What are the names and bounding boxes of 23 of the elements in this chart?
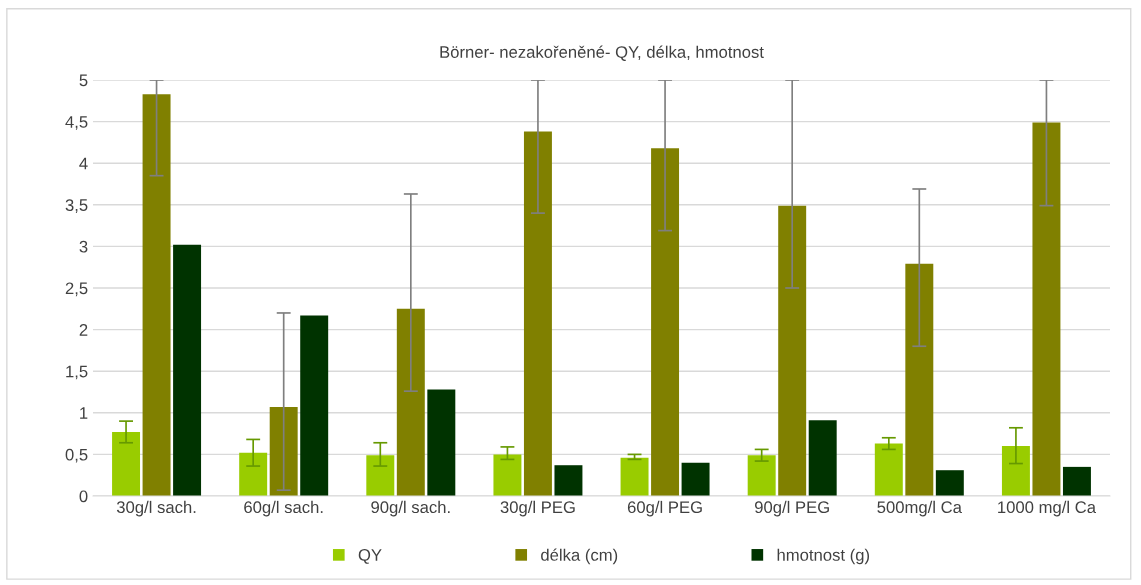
x-tick-label: 30g/l PEG bbox=[500, 500, 575, 517]
legend-label: QY bbox=[358, 549, 382, 564]
chart-title: Börner- nezakořeněné- QY, délka, hmotnost bbox=[440, 45, 764, 61]
y-tick-label: 2 bbox=[79, 324, 88, 336]
y-tick-label: 3 bbox=[79, 240, 88, 253]
y-tick-label: 4 bbox=[79, 157, 88, 170]
y-tick-label: 0,5 bbox=[65, 448, 88, 463]
x-tick-label: 90g/l sach. bbox=[371, 500, 450, 517]
x-tick-label: 30g/l sach. bbox=[116, 500, 196, 517]
x-tick-label: 60g/l PEG bbox=[627, 500, 702, 517]
y-tick-label: 0 bbox=[79, 490, 88, 503]
y-tick-label: 1 bbox=[80, 407, 88, 419]
y-tick-label: 1,5 bbox=[66, 365, 88, 380]
y-tick-label: 3,5 bbox=[65, 199, 88, 213]
y-tick-label: 2,5 bbox=[65, 282, 88, 297]
y-tick-label: 4,5 bbox=[65, 116, 88, 130]
x-tick-label: 90g/l PEG bbox=[754, 500, 829, 517]
legend-label: hmotnost (g) bbox=[777, 548, 870, 565]
x-tick-label: 60g/l sach. bbox=[244, 500, 323, 517]
x-tick-label: 500mg/l Ca bbox=[877, 500, 962, 517]
x-tick-label: 1000 mg/l Ca bbox=[998, 500, 1096, 517]
y-tick-label: 5 bbox=[79, 74, 88, 87]
legend-label: délka (cm) bbox=[541, 548, 618, 565]
